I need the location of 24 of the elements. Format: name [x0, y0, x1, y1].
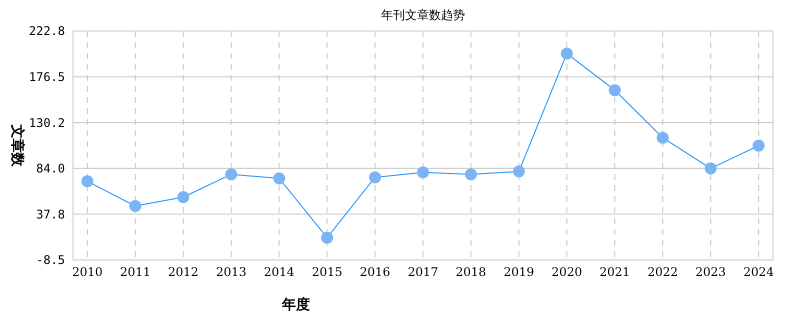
x-tick-label: 2012	[168, 265, 199, 279]
x-tick-label: 2024	[743, 265, 774, 279]
x-tick-label: 2015	[312, 265, 342, 279]
x-axis-title: 年度	[281, 296, 310, 313]
y-tick-label: 176.5	[28, 70, 65, 84]
x-tick-label: 2017	[408, 265, 438, 279]
x-tick-label: 2021	[600, 265, 630, 279]
y-axis-title: 文章数	[9, 124, 26, 168]
x-tick-label: 2016	[360, 265, 390, 279]
x-tick-label: 2014	[264, 265, 295, 279]
y-tick-label: 37.8	[36, 207, 65, 222]
y-tick-label: 130.2	[28, 116, 65, 130]
chart-title: 年刊文章数趋势	[381, 8, 465, 22]
x-tick-label: 2010	[72, 265, 103, 279]
x-tick-label: 2023	[695, 265, 726, 279]
x-tick-label: 2013	[216, 265, 246, 279]
x-tick-label: 2020	[552, 265, 582, 279]
y-tick-label: -8.5	[36, 253, 65, 268]
x-tick-label: 2022	[647, 265, 678, 279]
x-tick-label: 2018	[456, 265, 486, 279]
x-tick-label: 2019	[504, 265, 534, 279]
x-tick-label: 2011	[120, 265, 151, 279]
y-tick-label: 222.8	[28, 24, 65, 38]
y-tick-label: 84.0	[36, 162, 65, 176]
